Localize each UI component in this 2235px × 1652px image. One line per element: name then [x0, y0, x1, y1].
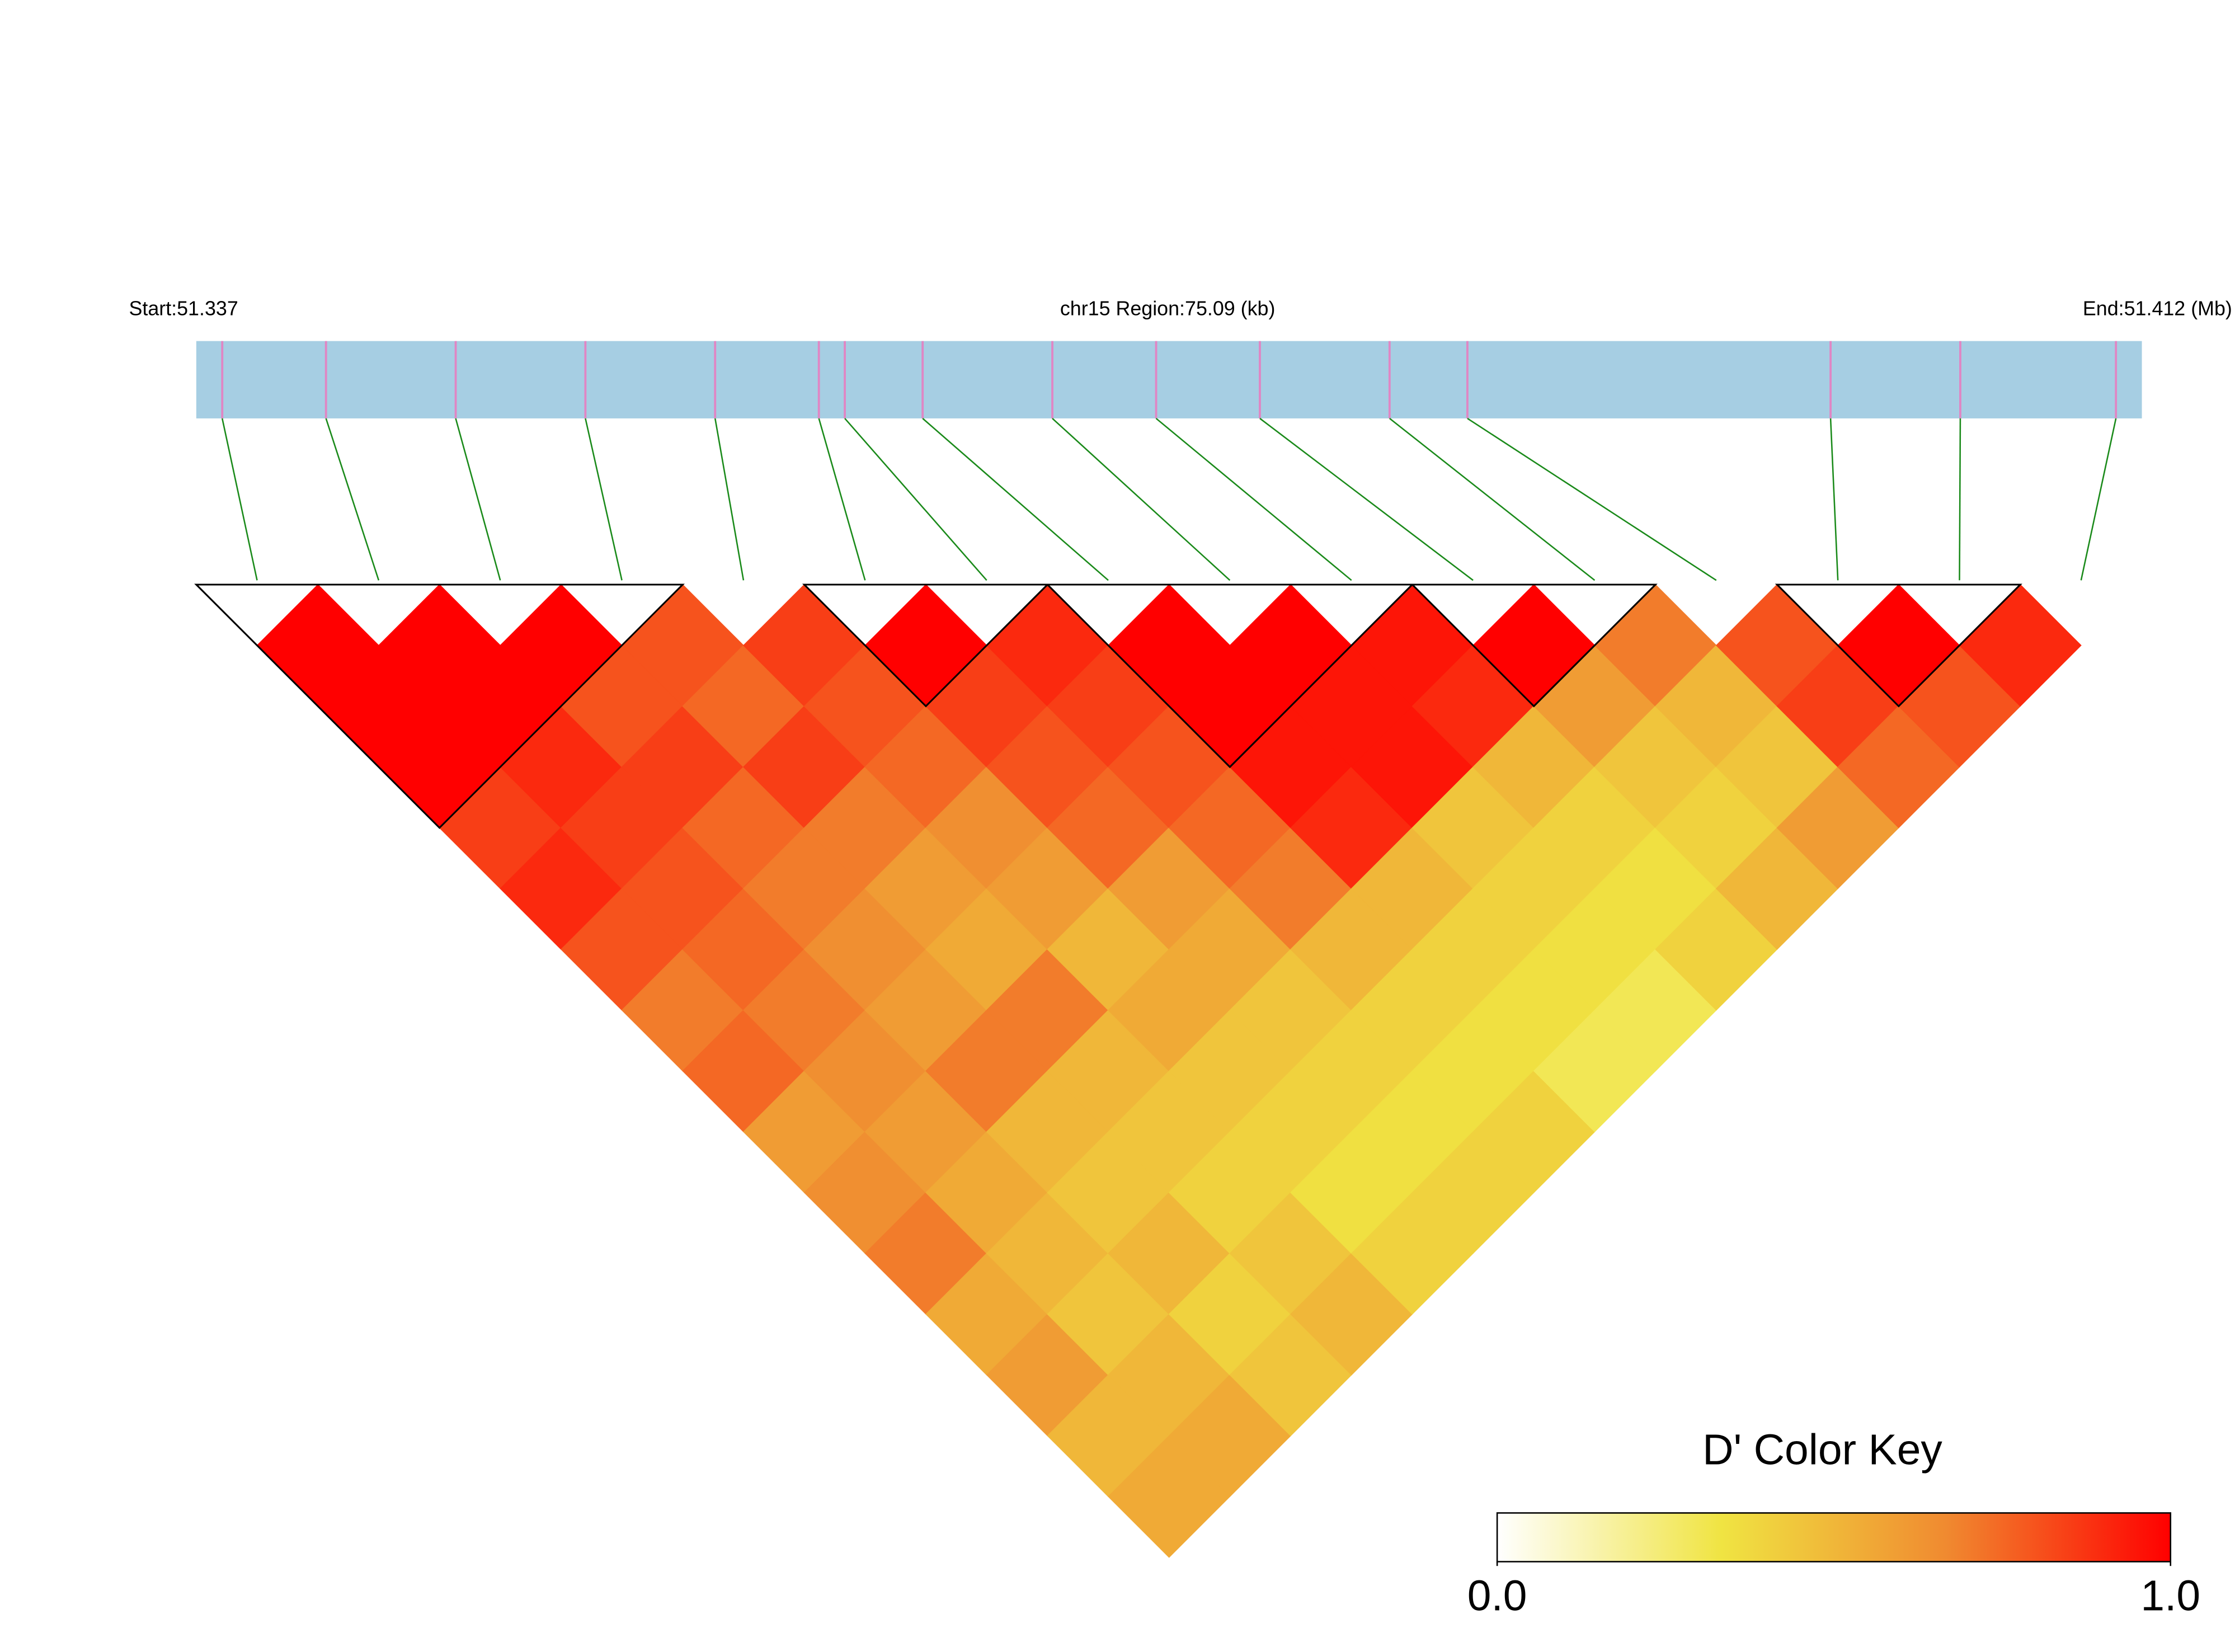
snp-link [1467, 417, 1717, 581]
end-label: End:51.412 (Mb) [2083, 298, 2232, 320]
snp-link [221, 418, 258, 581]
snp-link [714, 418, 745, 581]
snp-link [1829, 418, 1839, 581]
snp-link [1259, 417, 1474, 581]
snp-band [196, 341, 2142, 418]
snp-link [818, 418, 866, 581]
ld-block [1775, 583, 2022, 708]
ld-block [802, 583, 1050, 708]
ld-block [1410, 583, 1658, 708]
snp-link [1389, 417, 1596, 581]
key-tick-label: 1.0 [2140, 1572, 2200, 1620]
ld-block [194, 583, 685, 829]
snp-link [1155, 417, 1352, 581]
snp-link [2080, 418, 2117, 581]
colorkey-title: D' Color Key [1702, 1425, 1942, 1474]
ld-block [1045, 583, 1415, 769]
snp-link [455, 418, 501, 581]
key-tick-label: 0.0 [1467, 1572, 1527, 1620]
snp-link [1052, 417, 1231, 581]
colorkey [1496, 1512, 2172, 1562]
snp-link [844, 418, 987, 581]
region-label: chr15 Region:75.09 (kb) [1060, 298, 1276, 320]
snp-link [585, 418, 623, 581]
snp-link [325, 418, 380, 581]
start-label: Start:51.337 [129, 298, 238, 320]
snp-link [922, 417, 1109, 581]
